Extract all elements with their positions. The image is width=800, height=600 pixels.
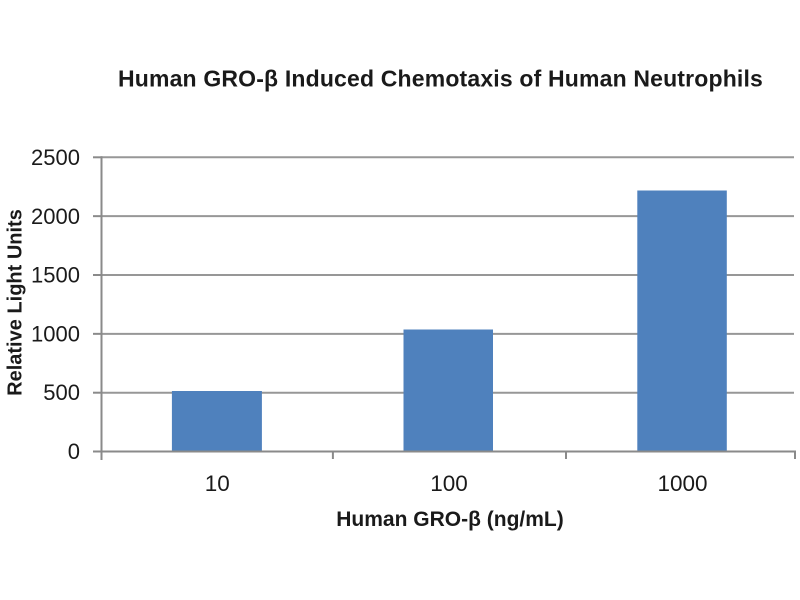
svg-text:1500: 1500 — [31, 263, 80, 288]
svg-text:500: 500 — [43, 380, 80, 405]
svg-text:Human GRO-β Induced Chemotaxis: Human GRO-β Induced Chemotaxis of Human … — [118, 66, 763, 92]
svg-text:Human GRO-β (ng/mL): Human GRO-β (ng/mL) — [336, 508, 563, 531]
svg-text:10: 10 — [205, 471, 230, 496]
svg-text:1000: 1000 — [657, 471, 707, 496]
svg-text:1000: 1000 — [31, 321, 80, 346]
svg-text:100: 100 — [430, 471, 468, 496]
svg-text:0: 0 — [68, 439, 80, 464]
svg-text:2000: 2000 — [31, 204, 80, 229]
svg-text:2500: 2500 — [31, 145, 80, 170]
svg-text:Relative Light Units: Relative Light Units — [5, 209, 27, 396]
